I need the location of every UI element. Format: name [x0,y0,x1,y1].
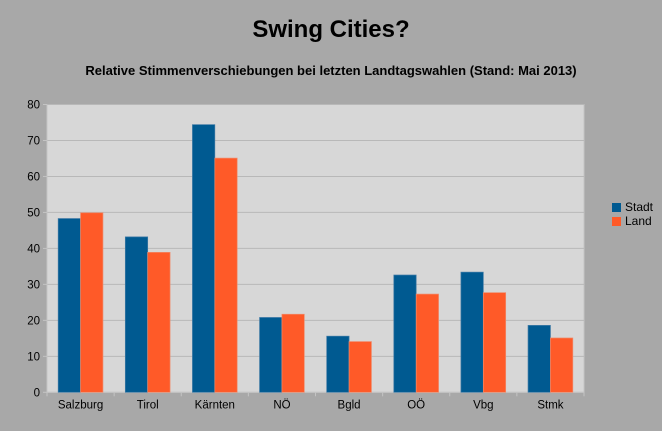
x-tick-label: Tirol [137,399,159,411]
legend: Stadt Land [612,200,653,228]
y-tick-label: 70 [27,135,40,147]
bar-land-stmk [550,337,574,393]
bar-stadt-nö [259,317,283,393]
x-tick-label: Vbg [473,399,493,411]
bar-land-kärnten [214,157,238,393]
x-tick-label: Kärnten [195,399,235,411]
legend-item-stadt: Stadt [612,200,653,214]
x-tick-label: NÖ [273,399,290,411]
bar-land-bgld [348,341,372,393]
bar-stadt-salzburg [57,218,81,393]
y-tick-label: 0 [34,387,40,399]
y-tick-label: 50 [27,207,40,219]
chart-subtitle: Relative Stimmenverschiebungen bei letzt… [85,63,577,78]
bar-stadt-stmk [527,325,551,393]
x-tick-label: Stmk [537,399,563,411]
legend-label: Land [625,214,652,228]
bar-land-oö [415,293,439,393]
x-tick-label: Salzburg [58,399,103,411]
bar-stadt-vbg [460,271,484,393]
legend-label: Stadt [625,200,654,214]
chart-title: Swing Cities? [252,16,410,43]
y-tick-label: 10 [27,351,40,363]
bar-stadt-tirol [124,236,149,393]
legend-swatch-land [612,216,621,226]
bar-stadt-kärnten [192,124,216,393]
y-tick-label: 40 [27,243,40,255]
bar-land-salzburg [80,212,104,393]
y-tick-label: 30 [27,279,40,291]
x-tick-label: OÖ [407,399,425,411]
bar-land-tirol [147,252,171,393]
bar-land-nö [281,313,305,393]
x-tick-label: Bgld [338,399,361,411]
bar-stadt-bgld [326,335,350,393]
bar-stadt-oö [393,274,417,393]
y-tick-label: 80 [27,100,40,112]
legend-item-land: Land [612,214,653,228]
bar-land-vbg [482,292,507,393]
y-tick-label: 20 [27,315,40,327]
legend-swatch-stadt [612,202,621,212]
y-tick-label: 60 [27,171,40,183]
